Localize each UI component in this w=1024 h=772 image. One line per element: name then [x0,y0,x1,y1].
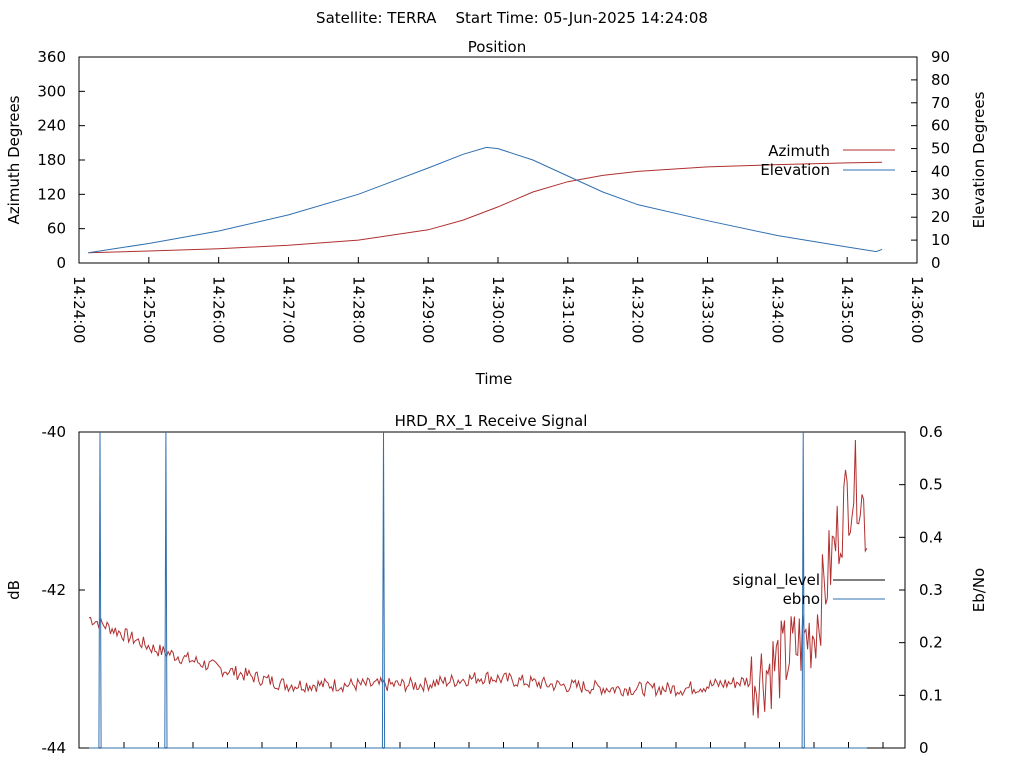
ebno-line [89,431,867,749]
signal-y-left-tick-label: -42 [42,581,67,599]
position-axes: 0 60 120 180 240 300 360 0 10 20 30 40 50 60 70 80 90 14:… [37,48,950,343]
signal-y-left-label: dB [5,580,23,600]
position-chart-title: Position [468,38,526,56]
position-y-left-tick-label: 300 [37,82,66,100]
position-plot-frame [78,56,918,264]
position-y-left-tick-label: 60 [47,220,66,238]
signal-y-left-tick-label: -44 [42,739,67,757]
position-chart: Position 0 60 120 180 240 300 360 0 10 20 30 40 50 60… [5,38,988,388]
signal-axes: -44 -42 -40 0 0.1 0.2 0.3 0.4 0.5 0.6 [42,423,943,757]
position-y-left-tick-label: 360 [37,48,66,66]
position-y-right-tick-label: 30 [931,185,950,203]
position-y-left-tick-label: 120 [37,185,66,203]
position-legend: Azimuth Elevation [760,142,895,179]
position-x-tick-label: 14:27:00 [280,276,298,343]
signal-chart: HRD_RX_1 Receive Signal -44 -42 -40 0 0.1 0.2… [5,412,988,757]
legend-signal-level-label: signal_level [732,571,820,590]
position-x-tick-label: 14:28:00 [349,276,367,343]
position-x-tick-label: 14:24:00 [70,276,88,343]
position-y-right-tick-label: 60 [931,117,950,135]
legend-azimuth-label: Azimuth [768,142,830,160]
position-y-left-tick-label: 240 [37,117,66,135]
legend-elevation-label: Elevation [760,161,830,179]
position-x-tick-label: 14:31:00 [559,276,577,343]
legend-ebno-label: ebno [783,590,820,608]
position-x-tick-label: 14:33:00 [699,276,717,343]
signal-y-right-label: Eb/No [970,568,988,612]
signal-y-right-tick-label: 0.2 [919,634,943,652]
position-series-group [88,146,883,254]
position-y-right-tick-label: 40 [931,162,950,180]
position-x-label: Time [475,370,513,388]
signal-y-right-tick-label: 0.6 [919,423,943,441]
position-y-left-label: Azimuth Degrees [5,95,23,224]
signal-y-right-tick-label: 0.4 [919,528,943,546]
position-x-tick-label: 14:25:00 [140,276,158,343]
position-y-right-tick-label: 50 [931,140,950,158]
signal-y-right-tick-label: 0 [919,739,929,757]
signal-chart-title: HRD_RX_1 Receive Signal [395,412,588,431]
position-y-right-tick-label: 80 [931,71,950,89]
signal-plot-frame [78,431,906,749]
position-series-elevation-line [88,146,883,254]
position-x-tick-label: 14:26:00 [210,276,228,343]
position-x-tick-label: 14:29:00 [419,276,437,343]
signal-y-right-tick-label: 0.5 [919,476,943,494]
position-x-tick-label: 14:32:00 [629,276,647,343]
position-y-right-tick-label: 90 [931,48,950,66]
page-title: Satellite: TERRA Start Time: 05-Jun-2025… [316,9,708,27]
position-y-right-tick-label: 10 [931,231,950,249]
signal-y-right-tick-label: 0.1 [919,686,943,704]
position-x-tick-label: 14:35:00 [838,276,856,343]
position-x-tick-label: 14:30:00 [489,276,507,343]
signal-y-right-tick-label: 0.3 [919,581,943,599]
position-x-tick-label: 14:34:00 [768,276,786,343]
position-y-left-tick-label: 180 [37,151,66,169]
position-y-right-tick-label: 70 [931,94,950,112]
position-y-right-label: Elevation Degrees [970,91,988,228]
position-series-azimuth-line [88,161,883,254]
signal-y-left-tick-label: -40 [42,423,67,441]
signal-legend: signal_level ebno [732,571,885,608]
signal-level-line [88,439,868,719]
position-y-right-tick-label: 0 [931,254,941,272]
position-y-left-tick-label: 0 [56,254,66,272]
position-x-tick-label: 14:36:00 [908,276,926,343]
signal-series-group [88,431,868,749]
position-y-right-tick-label: 20 [931,208,950,226]
